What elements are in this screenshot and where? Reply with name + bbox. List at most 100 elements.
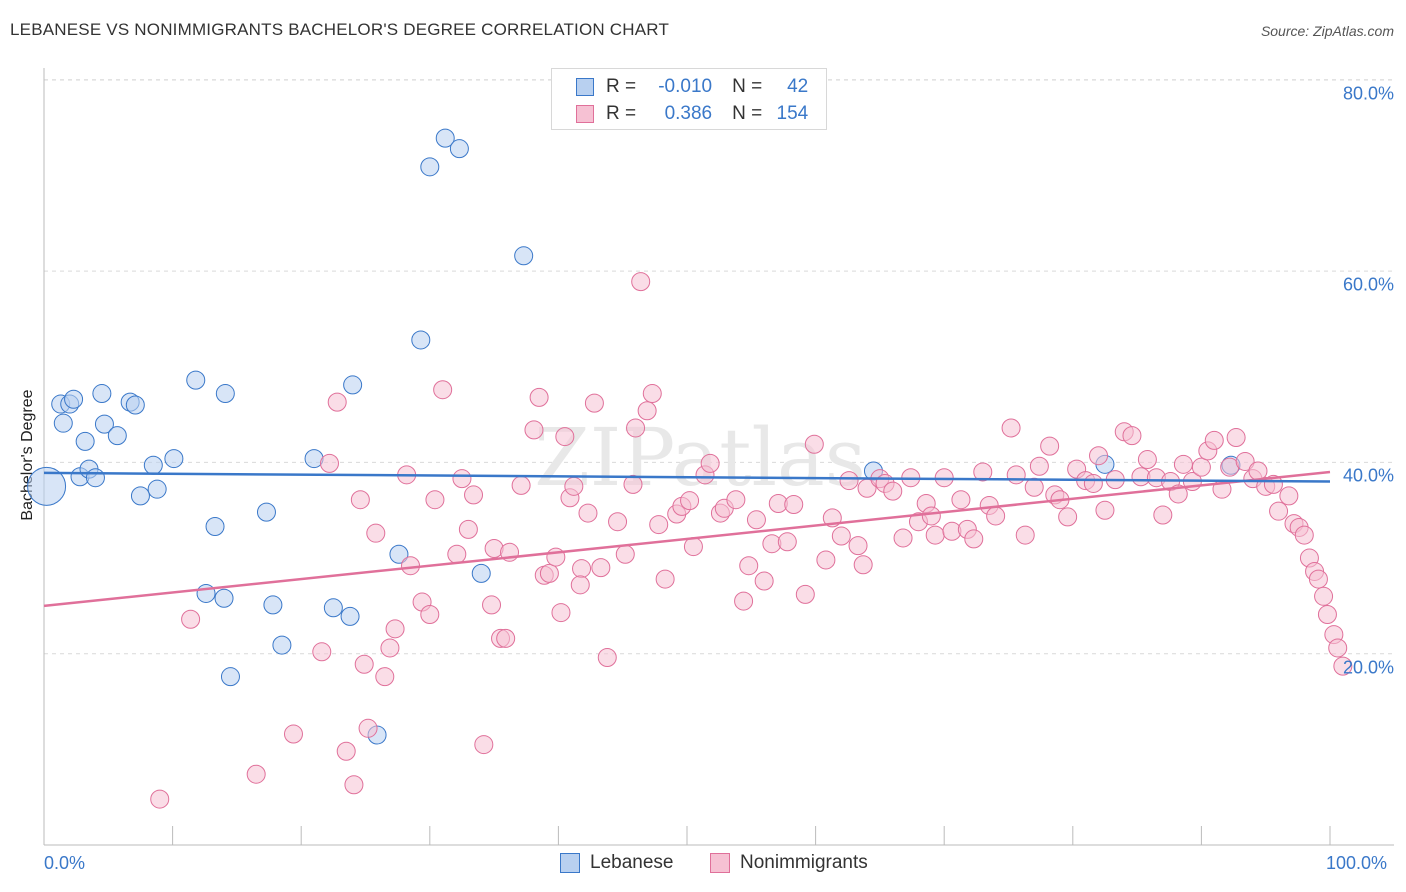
lebanese-point [75, 431, 95, 451]
nonimmigrants-point [1089, 446, 1109, 466]
nonimmigrants-point [375, 667, 395, 687]
nonimmigrants-point [637, 401, 657, 421]
nonimmigrants-point [700, 453, 720, 473]
nonimmigrants-point [1001, 418, 1021, 438]
nonimmigrants-point [973, 462, 993, 482]
nonimmigrants-point [511, 475, 531, 495]
y-tick-label: 80.0% [1342, 83, 1394, 104]
nonimmigrants-point [344, 775, 364, 795]
nonimmigrants-point [1058, 507, 1078, 527]
nonimmigrants-point [626, 418, 646, 438]
nonimmigrants-point [649, 515, 669, 535]
lebanese-point [420, 157, 440, 177]
nonimmigrants-point [631, 272, 651, 292]
lebanese-point [256, 502, 276, 522]
x-tick-label-min: 0.0% [44, 853, 86, 873]
nonimmigrants-point [1191, 457, 1211, 477]
lebanese-swatch [576, 78, 594, 96]
lebanese-point [186, 370, 206, 390]
nonimmigrants-point [754, 571, 774, 591]
nonimmigrants-point [1122, 426, 1142, 446]
nonimmigrants-point [683, 537, 703, 557]
nonimmigrants-point [784, 494, 804, 514]
watermark: ZIPatlas [534, 411, 866, 504]
nonimmigrants-swatch [576, 105, 594, 123]
nonimmigrants-point [831, 526, 851, 546]
nonimmigrants-point [853, 555, 873, 575]
nonimmigrants-point [964, 529, 984, 549]
nonimmigrants-point [1095, 500, 1115, 520]
nonimmigrants-point [433, 380, 453, 400]
nonimmigrants-point [739, 556, 759, 576]
lebanese-point [411, 330, 431, 350]
nonimmigrants-point [401, 556, 421, 576]
nonimmigrants-point [420, 604, 440, 624]
legend-r-label: R = [606, 103, 637, 124]
lebanese-point [514, 246, 534, 266]
nonimmigrants-point [655, 569, 675, 589]
nonimmigrants-point [1204, 430, 1224, 450]
nonimmigrants-point [1294, 525, 1314, 545]
nonimmigrants-points [150, 272, 1353, 809]
lebanese-swatch [560, 853, 580, 873]
correlation-legend: R = -0.010 N = 42 R = 0.386 N = 154 [551, 68, 827, 130]
source-label: Source: ZipAtlas.com [1260, 23, 1394, 39]
nonimmigrants-point [795, 584, 815, 604]
legend-r-value: -0.010 [658, 76, 713, 97]
legend-r-value: 0.386 [664, 103, 713, 124]
lebanese-point [435, 128, 455, 148]
nonimmigrants-point [336, 741, 356, 761]
legend-label-lebanese: Lebanese [590, 852, 674, 873]
nonimmigrants-point [564, 476, 584, 496]
lebanese-point [107, 426, 127, 446]
lebanese-point [471, 563, 491, 583]
nonimmigrants-point [181, 609, 201, 629]
legend-n-value: 154 [776, 103, 809, 124]
lebanese-point [389, 544, 409, 564]
legend-item-lebanese[interactable]: Lebanese [560, 852, 673, 874]
nonimmigrants-point [312, 642, 332, 662]
nonimmigrants-point [1333, 656, 1353, 676]
legend-item-nonimmigrants[interactable]: Nonimmigrants [710, 852, 868, 874]
nonimmigrants-point [893, 528, 913, 548]
lebanese-point [147, 479, 167, 499]
nonimmigrants-point [1328, 638, 1348, 658]
nonimmigrants-point [615, 544, 635, 564]
nonimmigrants-point [1173, 454, 1193, 474]
nonimmigrants-point [246, 764, 266, 784]
nonimmigrants-point [642, 384, 662, 404]
nonimmigrants-point [726, 490, 746, 510]
legend-n-value: 42 [787, 76, 809, 97]
nonimmigrants-point [452, 469, 472, 489]
nonimmigrants-point [319, 453, 339, 473]
series-legend: Lebanese Nonimmigrants [0, 852, 1406, 878]
nonimmigrants-point [584, 393, 604, 413]
nonimmigrants-point [597, 648, 617, 668]
nonimmigrants-point [1279, 486, 1299, 506]
nonimmigrants-point [570, 575, 590, 595]
nonimmigrants-point [1317, 604, 1337, 624]
nonimmigrants-point [1269, 501, 1289, 521]
nonimmigrants-point [986, 506, 1006, 526]
nonimmigrants-point [474, 735, 494, 755]
nonimmigrants-point [1314, 586, 1334, 606]
lebanese-point [143, 455, 163, 475]
nonimmigrants-trend-line [43, 470, 1331, 608]
gridlines [44, 79, 1394, 655]
nonimmigrants-point [327, 392, 347, 412]
nonimmigrants-point [425, 490, 445, 510]
trend-lines [43, 470, 1331, 608]
nonimmigrants-point [839, 471, 859, 491]
nonimmigrants-point [366, 523, 386, 543]
legend-n-label: N = [732, 76, 763, 97]
lebanese-point [27, 466, 67, 506]
nonimmigrants-point [447, 544, 467, 564]
legend-r-label: R = [606, 76, 637, 97]
nonimmigrants-point [1006, 465, 1026, 485]
lebanese-point [130, 486, 150, 506]
lebanese-point [343, 375, 363, 395]
legend-n-label: N = [732, 103, 763, 124]
nonimmigrants-point [777, 532, 797, 552]
lebanese-point [263, 595, 283, 615]
nonimmigrants-point [1235, 451, 1255, 471]
